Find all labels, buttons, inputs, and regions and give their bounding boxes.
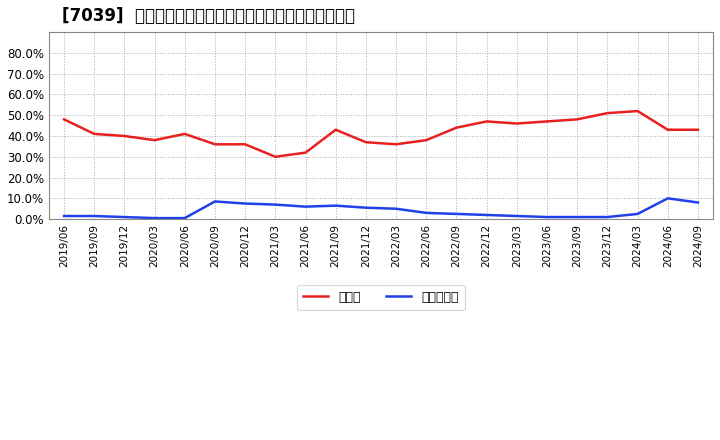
- 有利子負債: [603, 214, 612, 220]
- 有利子負債: [60, 213, 68, 219]
- 有利子負債: [573, 214, 582, 220]
- Text: [7039]  現預金、有利子負債の総資産に対する比率の推移: [7039] 現預金、有利子負債の総資産に対する比率の推移: [62, 7, 355, 25]
- 現預金: [331, 127, 340, 132]
- 有利子負債: [482, 213, 491, 218]
- 有利子負債: [90, 213, 99, 219]
- 現預金: [634, 108, 642, 114]
- Line: 有利子負債: 有利子負債: [64, 198, 698, 218]
- 現預金: [603, 110, 612, 116]
- 現預金: [573, 117, 582, 122]
- 現預金: [301, 150, 310, 155]
- 現預金: [663, 127, 672, 132]
- 現預金: [211, 142, 220, 147]
- 有利子負債: [543, 214, 552, 220]
- 有利子負債: [211, 199, 220, 204]
- 現預金: [60, 117, 68, 122]
- 有利子負債: [693, 200, 702, 205]
- 有利子負債: [634, 211, 642, 216]
- 有利子負債: [452, 211, 461, 216]
- 現預金: [392, 142, 400, 147]
- 有利子負債: [361, 205, 370, 210]
- 現預金: [482, 119, 491, 124]
- 有利子負債: [513, 213, 521, 219]
- 現預金: [181, 131, 189, 136]
- 有利子負債: [150, 216, 159, 221]
- 現預金: [90, 131, 99, 136]
- 現預金: [150, 138, 159, 143]
- 有利子負債: [392, 206, 400, 211]
- 有利子負債: [240, 201, 249, 206]
- 有利子負債: [271, 202, 279, 207]
- 有利子負債: [331, 203, 340, 208]
- 有利子負債: [181, 216, 189, 221]
- 有利子負債: [422, 210, 431, 216]
- 現預金: [693, 127, 702, 132]
- 現預金: [240, 142, 249, 147]
- 現預金: [361, 139, 370, 145]
- 有利子負債: [301, 204, 310, 209]
- 現預金: [543, 119, 552, 124]
- 現預金: [120, 133, 129, 139]
- 有利子負債: [120, 214, 129, 220]
- Legend: 現預金, 有利子負債: 現預金, 有利子負債: [297, 285, 464, 310]
- 現預金: [513, 121, 521, 126]
- 現預金: [271, 154, 279, 159]
- 現預金: [452, 125, 461, 130]
- Line: 現預金: 現預金: [64, 111, 698, 157]
- 現預金: [422, 138, 431, 143]
- 有利子負債: [663, 196, 672, 201]
